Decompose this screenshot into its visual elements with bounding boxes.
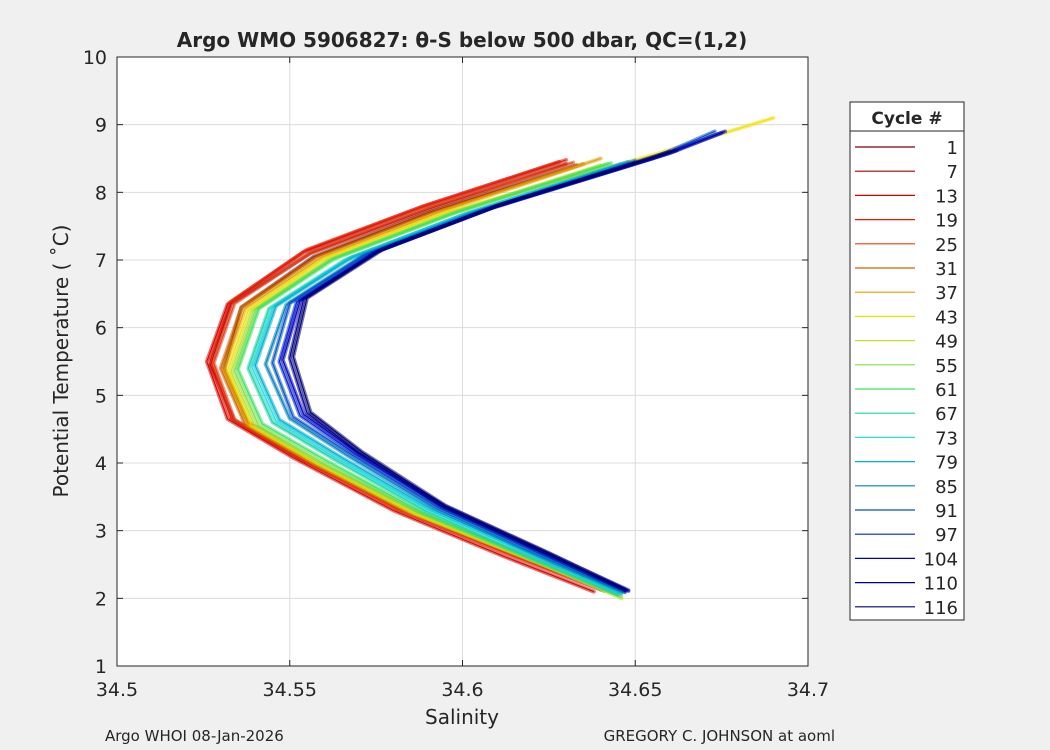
legend-entry-label: 43 [935, 307, 958, 328]
x-tick-label: 34.55 [263, 679, 317, 701]
x-tick-label: 34.6 [441, 679, 483, 701]
legend: Cycle # 1 7 13 19 25 31 37 43 49 55 61 67 73 79 85 91 97… [849, 101, 965, 621]
legend-entry-label: 110 [924, 574, 958, 595]
legend-entry-label: 73 [935, 428, 958, 449]
y-tick-label: 3 [95, 521, 107, 543]
legend-entry-label: 85 [935, 477, 958, 498]
y-tick-label: 7 [95, 250, 107, 272]
legend-entry-label: 61 [935, 380, 958, 401]
y-tick-label: 9 [95, 115, 107, 137]
legend-title: Cycle # [871, 109, 942, 129]
footer-right: GREGORY C. JOHNSON at aoml [604, 727, 835, 745]
y-tick-label: 5 [95, 385, 107, 407]
legend-entry-label: 116 [924, 598, 958, 619]
x-axis-label: Salinity [425, 705, 499, 729]
legend-entry-label: 37 [935, 283, 958, 304]
y-tick-label: 4 [95, 453, 107, 475]
x-tick-label: 34.5 [96, 679, 138, 701]
legend-entry-label: 104 [924, 549, 958, 570]
y-tick-label: 6 [95, 318, 107, 340]
legend-entry-label: 7 [947, 162, 958, 183]
legend-entry-label: 97 [935, 525, 958, 546]
legend-entry-label: 25 [935, 235, 958, 256]
legend-entry-label: 31 [935, 259, 958, 280]
x-tick-label: 34.65 [608, 679, 662, 701]
axis-ticks: 34.5 34.55 34.6 34.65 34.7 1 2 3 4 5 6 7 8 9 10 [83, 47, 829, 701]
footer-left: Argo WHOI 08-Jan-2026 [105, 727, 284, 745]
legend-entry-label: 91 [935, 501, 958, 522]
y-tick-label: 10 [83, 47, 107, 69]
series-layer [204, 115, 776, 601]
chart-title: Argo WMO 5906827: θ-S below 500 dbar, QC… [177, 28, 747, 52]
legend-entry-label: 67 [935, 404, 958, 425]
series-line-cycle-116 [292, 149, 677, 590]
legend-items: 1 7 13 19 25 31 37 43 49 55 61 67 73 79 85 91 97 104 110 11… [855, 138, 958, 619]
y-tick-label: 2 [95, 588, 107, 610]
y-tick-label: 8 [95, 182, 107, 204]
legend-entry-label: 13 [935, 186, 958, 207]
x-tick-label: 34.7 [787, 679, 829, 701]
y-tick-label: 1 [95, 656, 107, 678]
legend-entry-label: 49 [935, 332, 958, 353]
legend-entry-label: 19 [935, 211, 958, 232]
legend-entry-label: 55 [935, 356, 958, 377]
legend-entry-label: 1 [947, 138, 958, 159]
y-axis-label: Potential Temperature ( ˚C) [49, 225, 73, 498]
legend-entry-label: 79 [935, 453, 958, 474]
